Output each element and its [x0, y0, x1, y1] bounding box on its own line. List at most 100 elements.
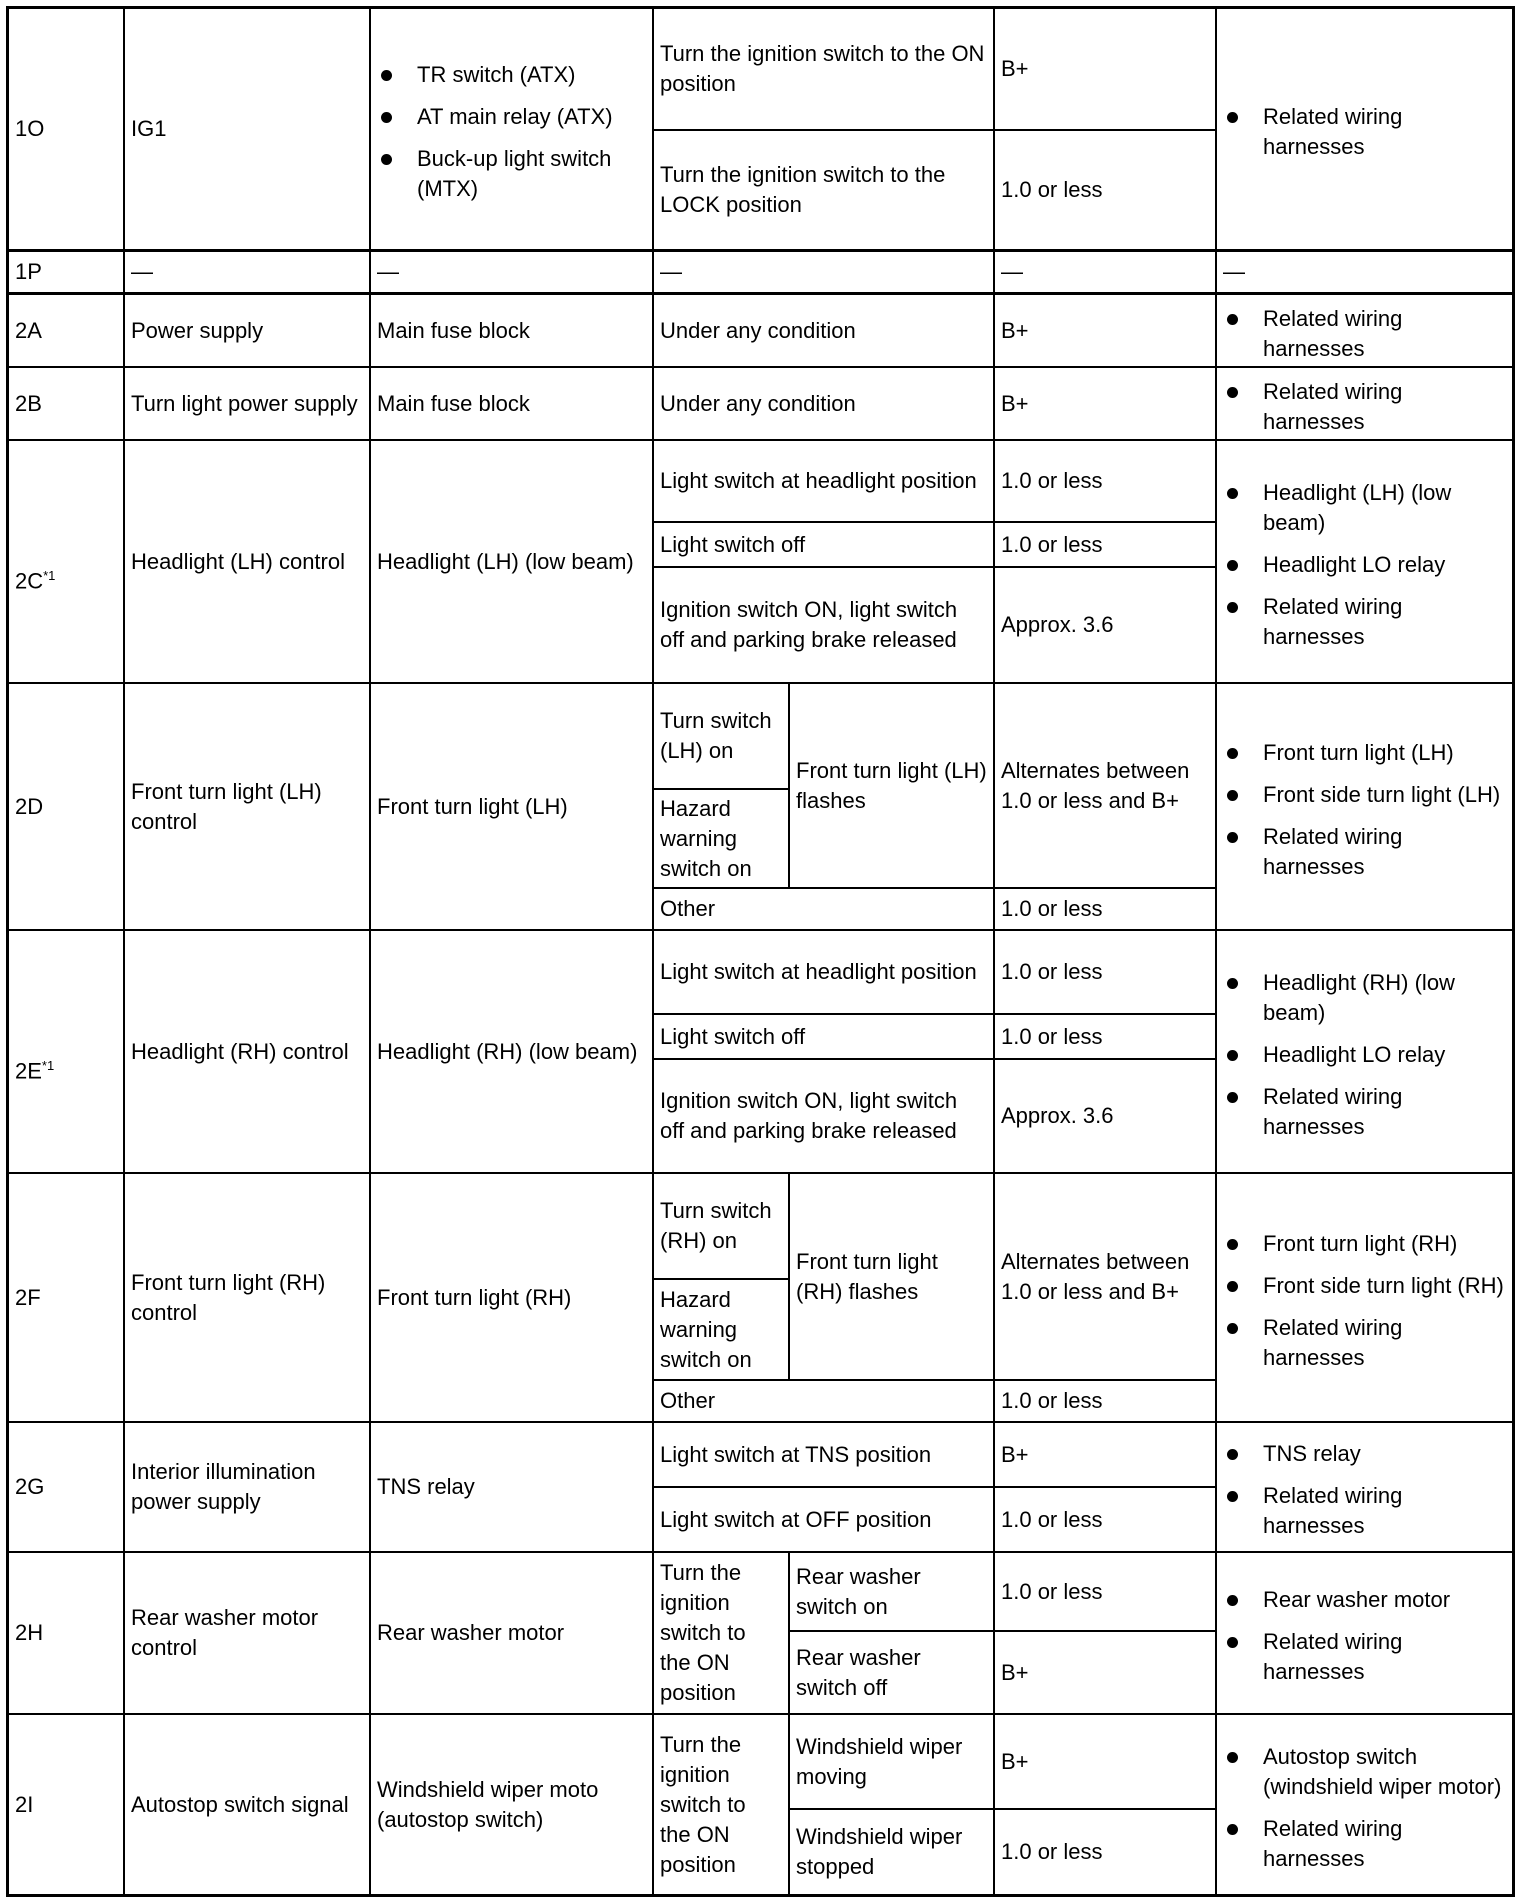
condition-cell: Ignition switch ON, light switch off and… — [654, 1060, 995, 1174]
list-item: Front side turn light (RH) — [1227, 1271, 1506, 1301]
inspection-cell: TNS relay Related wiring harnesses — [1217, 1423, 1515, 1553]
signal-cell: Turn light power supply — [125, 368, 371, 441]
condition-cell: Turn switch (LH) on — [654, 684, 790, 790]
voltage-cell: 1.0 or less — [995, 1381, 1217, 1423]
list-item: Headlight (LH) (low beam) — [1227, 478, 1506, 538]
list-item: Related wiring harnesses — [1227, 1313, 1506, 1373]
inspection-cell: Front turn light (LH) Front side turn lig… — [1217, 684, 1515, 931]
inspection-cell: Headlight (LH) (low beam) Headlight LO re… — [1217, 441, 1515, 684]
condition-cell: Rear washer switch off — [790, 1632, 995, 1715]
list-item: Related wiring harnesses — [1227, 377, 1506, 437]
condition-cell: Turn the ignition switch to the LOCK pos… — [654, 131, 995, 252]
condition-cell: Light switch at TNS position — [654, 1423, 995, 1488]
list-item: Related wiring harnesses — [1227, 304, 1506, 364]
terminal-cell: 2H — [9, 1553, 125, 1715]
inspection-cell: Rear washer motor Related wiring harnesse… — [1217, 1553, 1515, 1715]
inspection-cell: Related wiring harnesses — [1217, 295, 1515, 368]
condition-cell: Ignition switch ON, light switch off and… — [654, 568, 995, 684]
voltage-cell: 1.0 or less — [995, 931, 1217, 1015]
terminal-cell: 2F — [9, 1174, 125, 1423]
terminal-cell: 2C*1 — [9, 441, 125, 684]
list-item: Rear washer motor — [1227, 1585, 1506, 1615]
condition-cell: — — [654, 252, 995, 295]
list-item: Related wiring harnesses — [1227, 102, 1506, 162]
condition-cell: Hazard warning switch on — [654, 790, 790, 889]
inspection-cell: Headlight (RH) (low beam) Headlight LO re… — [1217, 931, 1515, 1174]
footnote-mark: *1 — [43, 568, 56, 583]
condition-cell: Turn the ignition switch to the ON posit… — [654, 9, 995, 131]
connected-cell: Main fuse block — [371, 368, 654, 441]
connected-cell: — — [371, 252, 654, 295]
list-item: Related wiring harnesses — [1227, 592, 1506, 652]
signal-cell: Headlight (RH) control — [125, 931, 371, 1174]
connected-cell: Headlight (RH) (low beam) — [371, 931, 654, 1174]
connected-cell: Main fuse block — [371, 295, 654, 368]
condition-cell: Light switch at headlight position — [654, 441, 995, 523]
voltage-cell: B+ — [995, 1715, 1217, 1810]
inspection-cell: Related wiring harnesses — [1217, 9, 1515, 252]
signal-cell: Rear washer motor control — [125, 1553, 371, 1715]
list-item: Headlight (RH) (low beam) — [1227, 968, 1506, 1028]
list-item: Related wiring harnesses — [1227, 822, 1506, 882]
list-item: Related wiring harnesses — [1227, 1627, 1506, 1687]
condition-cell: Other — [654, 889, 995, 931]
signal-cell: Interior illumination power supply — [125, 1423, 371, 1553]
condition-cell: Rear washer switch on — [790, 1553, 995, 1632]
inspection-cell: Autostop switch (windshield wiper motor)… — [1217, 1715, 1515, 1897]
condition-cell: Turn switch (RH) on — [654, 1174, 790, 1280]
terminal-cell: 2I — [9, 1715, 125, 1897]
voltage-cell: 1.0 or less — [995, 1015, 1217, 1060]
connected-cell: Windshield wiper moto (autostop switch) — [371, 1715, 654, 1897]
voltage-cell: B+ — [995, 295, 1217, 368]
connected-cell: TNS relay — [371, 1423, 654, 1553]
terminal-label: 2E — [15, 1058, 42, 1084]
inspection-cell: — — [1217, 252, 1515, 295]
condition-cell: Windshield wiper stopped — [790, 1810, 995, 1897]
condition-cell: Turn the ignition switch to the ON posit… — [654, 1553, 790, 1715]
list-item: TR switch (ATX) — [381, 60, 646, 90]
list-item: Autostop switch (windshield wiper motor) — [1227, 1742, 1506, 1802]
signal-cell: Autostop switch signal — [125, 1715, 371, 1897]
connected-cell: Front turn light (RH) — [371, 1174, 654, 1423]
list-item: Related wiring harnesses — [1227, 1481, 1506, 1541]
condition-cell: Light switch at OFF position — [654, 1488, 995, 1553]
voltage-cell: B+ — [995, 368, 1217, 441]
condition-cell: Turn the ignition switch to the ON posit… — [654, 1715, 790, 1897]
condition-cell: Front turn light (RH) flashes — [790, 1174, 995, 1381]
list-item: Related wiring harnesses — [1227, 1082, 1506, 1142]
voltage-cell: B+ — [995, 1423, 1217, 1488]
condition-cell: Light switch off — [654, 523, 995, 568]
connected-cell: Front turn light (LH) — [371, 684, 654, 931]
condition-cell: Hazard warning switch on — [654, 1280, 790, 1381]
voltage-cell: Approx. 3.6 — [995, 568, 1217, 684]
voltage-cell: 1.0 or less — [995, 1553, 1217, 1632]
signal-cell: Front turn light (LH) control — [125, 684, 371, 931]
list-item: Front turn light (LH) — [1227, 738, 1506, 768]
terminal-cell: 1O — [9, 9, 125, 252]
list-item: AT main relay (ATX) — [381, 102, 646, 132]
signal-cell: — — [125, 252, 371, 295]
condition-cell: Under any condition — [654, 368, 995, 441]
list-item: Headlight LO relay — [1227, 550, 1506, 580]
voltage-cell: B+ — [995, 9, 1217, 131]
voltage-cell: 1.0 or less — [995, 1810, 1217, 1897]
condition-cell: Front turn light (LH) flashes — [790, 684, 995, 889]
inspection-cell: Front turn light (RH) Front side turn lig… — [1217, 1174, 1515, 1423]
terminal-cell: 2E*1 — [9, 931, 125, 1174]
terminal-label: 2C — [15, 568, 44, 594]
voltage-cell: Alternates between 1.0 or less and B+ — [995, 1174, 1217, 1381]
voltage-cell: 1.0 or less — [995, 1488, 1217, 1553]
voltage-cell: 1.0 or less — [995, 441, 1217, 523]
connected-cell: Headlight (LH) (low beam) — [371, 441, 654, 684]
terminal-cell: 2G — [9, 1423, 125, 1553]
voltage-cell: Alternates between 1.0 or less and B+ — [995, 684, 1217, 889]
signal-cell: IG1 — [125, 9, 371, 252]
terminal-cell: 2D — [9, 684, 125, 931]
terminal-cell: 2A — [9, 295, 125, 368]
list-item: TNS relay — [1227, 1439, 1506, 1469]
voltage-cell: B+ — [995, 1632, 1217, 1715]
terminal-cell: 2B — [9, 368, 125, 441]
voltage-cell: — — [995, 252, 1217, 295]
list-item: Buck-up light switch (MTX) — [381, 144, 646, 204]
voltage-cell: 1.0 or less — [995, 131, 1217, 252]
